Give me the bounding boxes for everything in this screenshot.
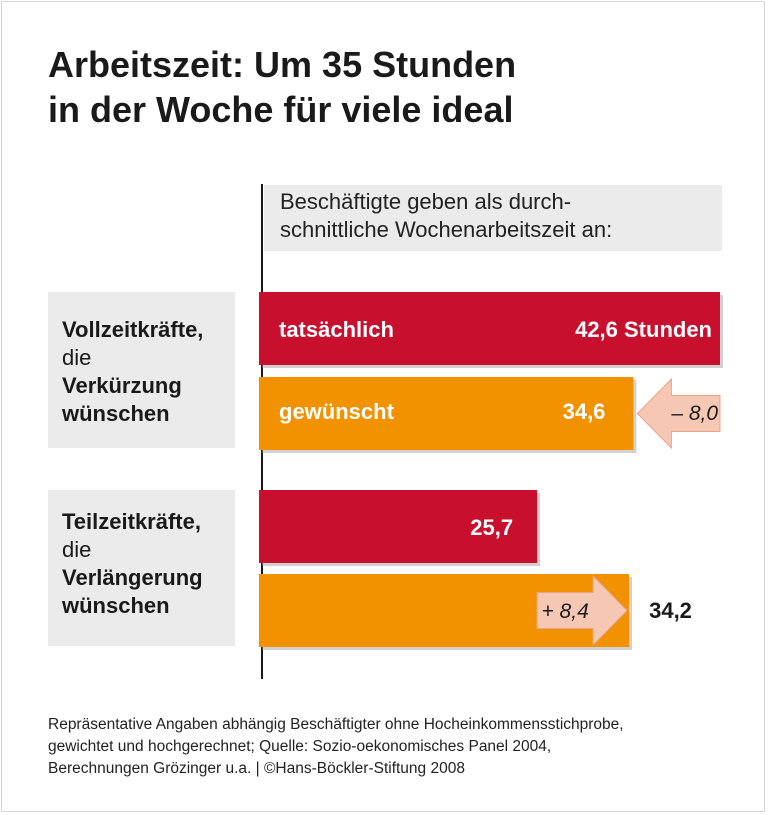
group-label-line: wünschen: [62, 593, 170, 618]
bar-value-label: 42,6 Stunden: [575, 317, 712, 342]
source-footnote: Repräsentative Angaben abhängig Beschäft…: [48, 714, 624, 780]
bar-vollzeit-tatsaechlich: [259, 292, 720, 365]
group-label-line: wünschen: [62, 401, 170, 426]
chart-subtitle: Beschäftigte geben als durch- schnittlic…: [280, 188, 612, 244]
group-label-line: Vollzeitkräfte,: [62, 317, 204, 342]
difference-arrow-left: [636, 377, 721, 450]
chart-title: Arbeitszeit: Um 35 Stunden in der Woche …: [48, 42, 728, 132]
bar-category-label: tatsächlich: [279, 317, 394, 342]
footnote-line-1: Repräsentative Angaben abhängig Beschäft…: [48, 716, 624, 733]
group-label-line: Teilzeitkräfte,: [62, 509, 201, 534]
difference-label: – 8,0: [670, 402, 718, 425]
bar-value-label: 34,6: [563, 399, 606, 424]
group-box-vollzeit: Vollzeitkräfte, die Verkürzung wünschen: [48, 292, 235, 448]
group-label-line: Verkürzung: [62, 373, 182, 398]
bar-value-label: 25,7: [470, 515, 513, 540]
subtitle-line-1: Beschäftigte geben als durch-: [280, 189, 572, 214]
bar-category-label: gewünscht: [279, 399, 395, 424]
group-label-line: die: [62, 345, 92, 370]
group-box-teilzeit: Teilzeitkräfte, die Verlängerung wünsche…: [48, 490, 235, 646]
bar-teilzeit-tatsaechlich: [259, 490, 538, 563]
footnote-line-2: gewichtet und hochgerechnet; Quelle: Soz…: [48, 738, 552, 755]
group-label-line: die: [62, 537, 92, 562]
bar-vollzeit-gewuenscht: [259, 377, 634, 450]
title-line-2: in der Woche für viele ideal: [48, 89, 514, 130]
group-label-vollzeit: Vollzeitkräfte, die Verkürzung wünschen: [62, 316, 203, 428]
group-label-teilzeit: Teilzeitkräfte, die Verlängerung wünsche…: [62, 508, 203, 620]
difference-label: + 8,4: [541, 600, 588, 623]
difference-arrow-right: [536, 574, 628, 647]
subtitle-line-2: schnittliche Wochenarbeitszeit an:: [280, 217, 613, 242]
subtitle-box: Beschäftigte geben als durch- schnittlic…: [264, 185, 722, 251]
group-label-line: Verlängerung: [62, 565, 203, 590]
bar-value-label: 34,2: [649, 598, 692, 623]
footnote-line-3: Berechnungen Grözinger u.a. | ©Hans-Böck…: [48, 760, 465, 777]
title-line-1: Arbeitszeit: Um 35 Stunden: [48, 44, 517, 85]
